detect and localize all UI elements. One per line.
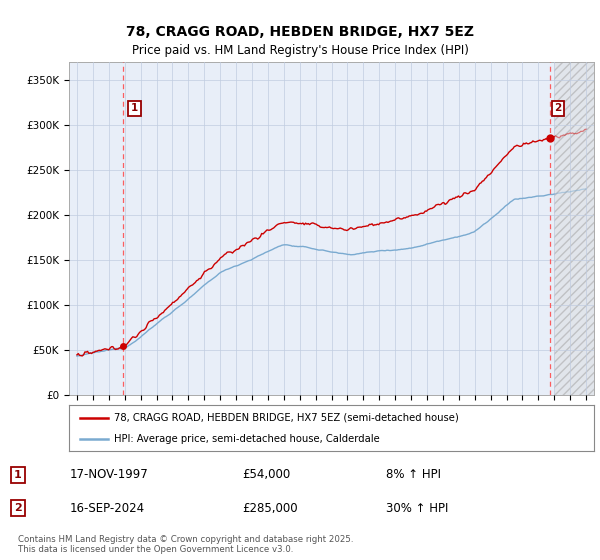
Bar: [554, 62, 594, 395]
Text: £54,000: £54,000: [242, 468, 290, 481]
Text: 78, CRAGG ROAD, HEBDEN BRIDGE, HX7 5EZ: 78, CRAGG ROAD, HEBDEN BRIDGE, HX7 5EZ: [126, 26, 474, 39]
Text: 1: 1: [14, 470, 22, 480]
Text: Price paid vs. HM Land Registry's House Price Index (HPI): Price paid vs. HM Land Registry's House …: [131, 44, 469, 57]
Text: 78, CRAGG ROAD, HEBDEN BRIDGE, HX7 5EZ (semi-detached house): 78, CRAGG ROAD, HEBDEN BRIDGE, HX7 5EZ (…: [113, 413, 458, 423]
Text: 1: 1: [131, 103, 138, 113]
Text: £285,000: £285,000: [242, 502, 298, 515]
Text: HPI: Average price, semi-detached house, Calderdale: HPI: Average price, semi-detached house,…: [113, 435, 379, 444]
Text: 16-SEP-2024: 16-SEP-2024: [70, 502, 145, 515]
Bar: [554, 62, 594, 395]
Text: 2: 2: [554, 103, 562, 113]
Text: 8% ↑ HPI: 8% ↑ HPI: [386, 468, 442, 481]
Text: 17-NOV-1997: 17-NOV-1997: [70, 468, 148, 481]
Text: 30% ↑ HPI: 30% ↑ HPI: [386, 502, 449, 515]
Text: 2: 2: [14, 503, 22, 513]
Text: Contains HM Land Registry data © Crown copyright and database right 2025.
This d: Contains HM Land Registry data © Crown c…: [18, 535, 353, 554]
